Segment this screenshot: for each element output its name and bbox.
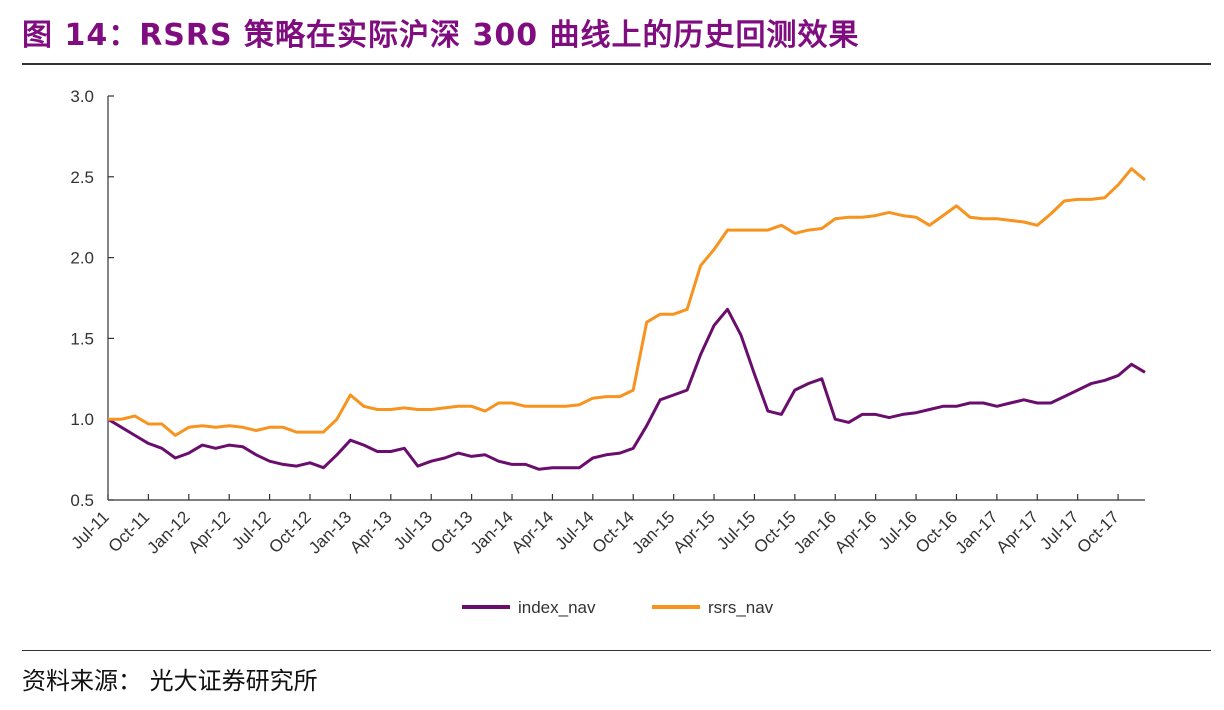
x-tick-label: Jan-15: [628, 507, 678, 557]
x-axis: Jul-11Oct-11Jan-12Apr-12Jul-12Oct-12Jan-…: [68, 494, 1145, 558]
y-tick-label: 2.5: [70, 168, 94, 187]
legend-label-rsrs-nav: rsrs_nav: [708, 598, 774, 617]
legend-label-index-nav: index_nav: [518, 598, 596, 617]
x-tick-label: Oct-17: [1073, 507, 1123, 557]
x-tick-label: Jan-17: [951, 507, 1001, 557]
series-line-rsrs-nav: [108, 167, 1146, 437]
x-tick-label: Jan-14: [467, 507, 517, 557]
series-line-index-nav: [107, 307, 1146, 471]
title-rule: [22, 63, 1211, 65]
source-rule: [22, 650, 1211, 651]
x-tick-label: Apr-15: [669, 507, 719, 557]
x-tick-label: Oct-12: [265, 507, 315, 557]
y-tick-label: 1.5: [70, 329, 94, 348]
x-tick-label: Apr-17: [993, 507, 1043, 557]
y-tick-label: 3.0: [70, 87, 94, 106]
x-tick-label: Jan-13: [305, 507, 355, 557]
x-tick-label: Jul-11: [68, 507, 113, 552]
x-tick-label: Apr-12: [185, 507, 235, 557]
y-axis: 0.5 1.0 1.5 2.0 2.5 3.0: [70, 87, 114, 510]
x-tick-label: Oct-15: [750, 507, 800, 557]
y-tick-label: 2.0: [70, 249, 94, 268]
y-tick-label: 0.5: [70, 491, 94, 510]
x-tick-label: Oct-16: [912, 507, 962, 557]
y-tick-label: 1.0: [70, 410, 94, 429]
x-tick-label: Oct-11: [105, 507, 154, 556]
source-note: 资料来源： 光大证券研究所: [22, 667, 318, 695]
line-chart: 0.51.01.52.02.53.0 Jul-11Oct-11Jan-12Apr…: [68, 87, 1146, 617]
legend: index_nav rsrs_nav: [462, 598, 774, 617]
x-tick-label: Oct-14: [589, 507, 639, 557]
x-tick-label: Apr-13: [346, 507, 396, 557]
x-tick-label: Apr-14: [508, 507, 558, 557]
figure-title: 图 14：RSRS 策略在实际沪深 300 曲线上的历史回测效果: [22, 18, 860, 53]
x-tick-label: Oct-13: [427, 507, 477, 557]
plot-area: [107, 167, 1146, 471]
x-tick-label: Jan-12: [143, 507, 193, 557]
x-tick-label: Apr-16: [831, 507, 881, 557]
x-tick-label: Jan-16: [790, 507, 840, 557]
